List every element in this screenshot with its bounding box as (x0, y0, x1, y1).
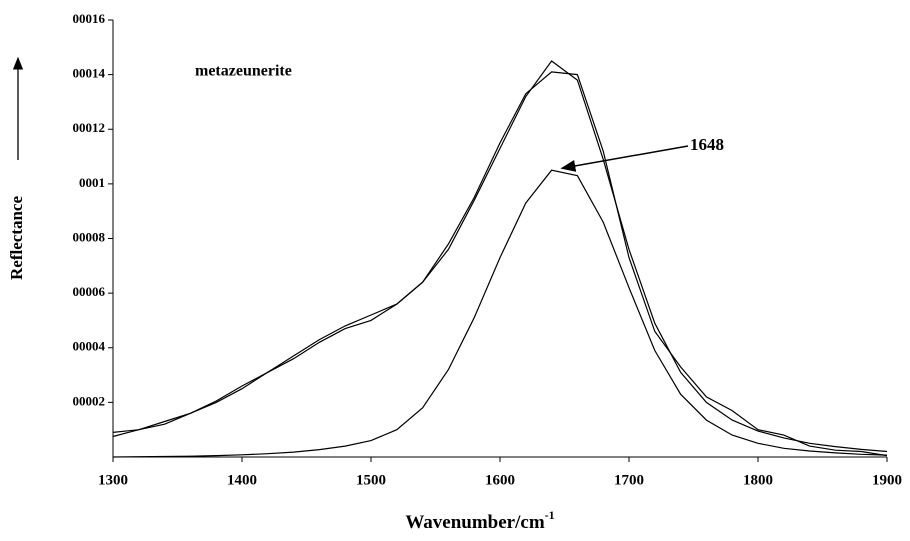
x-tick-label: 1700 (614, 472, 644, 488)
x-tick-label: 1400 (227, 472, 257, 488)
x-tick-label: 1300 (98, 472, 128, 488)
x-tick-label: 1800 (743, 472, 773, 488)
x-tick-label: 1900 (872, 472, 902, 488)
y-tick-label: 00012 (73, 120, 106, 135)
y-tick-label: 00016 (73, 11, 106, 26)
y-tick-label: 00002 (73, 393, 106, 408)
y-tick-label: 00006 (73, 284, 106, 299)
x-axis-label: Wavenumber/cm-1 (405, 508, 554, 534)
series-line (112, 60, 888, 453)
y-axis-label: Reflectance (7, 196, 26, 280)
y-tick-label: 00014 (73, 66, 106, 81)
peak-arrow (560, 145, 689, 172)
y-tick-label: 0001 (79, 175, 105, 190)
series-line (112, 169, 888, 458)
y-tick-label: 00008 (73, 229, 106, 244)
series-line (112, 71, 888, 457)
annotation: metazeunerite (195, 63, 292, 80)
peak-label: 1648 (690, 135, 724, 154)
x-tick-label: 1600 (485, 472, 515, 488)
y-tick-label: 00004 (73, 339, 106, 354)
x-tick-label: 1500 (356, 472, 386, 488)
